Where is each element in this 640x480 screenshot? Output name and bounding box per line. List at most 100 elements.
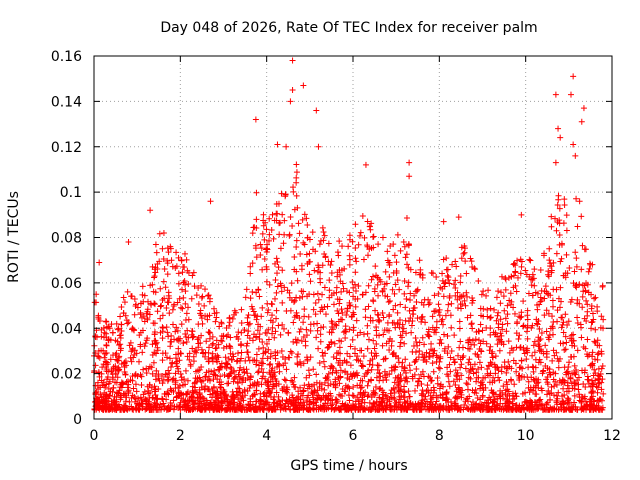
data-point [555,196,562,203]
data-point [452,284,459,291]
data-point [301,306,308,313]
data-point [314,290,321,297]
data-point [113,356,120,363]
data-point [458,305,464,312]
data-point [159,396,166,403]
data-point [150,288,157,295]
data-point [102,399,109,406]
data-point [241,388,248,395]
data-point [338,306,345,313]
data-point [121,360,128,367]
data-point [243,286,250,293]
data-point [350,324,357,331]
data-point [458,244,465,251]
data-point [392,302,399,309]
data-point [98,333,105,340]
data-point [487,314,494,321]
data-point [491,396,498,403]
data-point [301,241,308,248]
data-point [412,358,419,365]
data-point [337,406,344,413]
data-point [527,257,534,264]
data-point [508,365,515,372]
data-point [221,406,228,413]
data-point [117,341,124,348]
data-point [461,297,468,304]
data-point [573,263,580,270]
data-point [352,221,359,228]
data-point [366,223,373,230]
data-point [323,375,330,382]
data-point [498,289,505,296]
data-point [223,324,230,331]
data-point [351,345,358,352]
data-point [333,405,340,412]
data-point [392,324,399,331]
data-point [521,350,528,357]
data-point [265,306,272,313]
data-point [206,329,213,336]
data-point [579,367,586,374]
data-point [298,288,305,295]
data-point [578,118,585,125]
data-point [423,349,430,356]
data-point [269,373,276,380]
data-point [170,406,177,413]
data-point [302,342,309,349]
data-point [324,396,331,403]
data-point [154,344,161,351]
data-point [167,385,174,392]
data-point [180,294,187,301]
data-point [255,345,262,352]
data-point [133,388,140,395]
data-point [153,249,160,256]
data-point [272,328,279,335]
data-point [484,366,491,373]
data-point [269,312,276,319]
data-point [107,388,114,395]
data-point [328,362,335,369]
data-point [242,357,249,364]
data-point [574,347,581,354]
data-point [508,377,515,384]
data-point [267,361,274,368]
data-point [559,314,566,321]
data-point [324,374,331,381]
data-point [253,351,260,358]
data-point [210,390,217,397]
data-point [139,291,146,298]
data-point [372,307,379,314]
y-tick-label: 0.04 [51,321,82,337]
data-point [253,189,260,196]
data-point [186,397,193,403]
data-point [445,378,452,385]
data-point [297,384,304,391]
data-point [313,402,320,409]
data-point [360,256,367,263]
data-point [274,210,281,217]
data-point [169,321,176,328]
data-point [278,348,285,355]
data-point [245,321,252,328]
data-point [561,364,568,371]
data-point [211,305,218,312]
data-point [473,378,480,385]
data-point [559,378,566,385]
data-point [492,353,499,360]
data-point [96,354,103,361]
data-point [157,315,164,322]
data-point [214,358,221,365]
data-point [397,371,404,378]
data-point [418,390,425,397]
data-point [384,248,391,255]
data-point [557,258,564,265]
data-point [487,343,494,350]
data-point [261,389,268,396]
data-point [468,258,475,265]
data-point [391,290,398,297]
data-point [296,328,303,335]
data-point [560,385,567,392]
data-point [116,387,123,394]
data-point [218,379,225,386]
data-point [190,401,197,408]
